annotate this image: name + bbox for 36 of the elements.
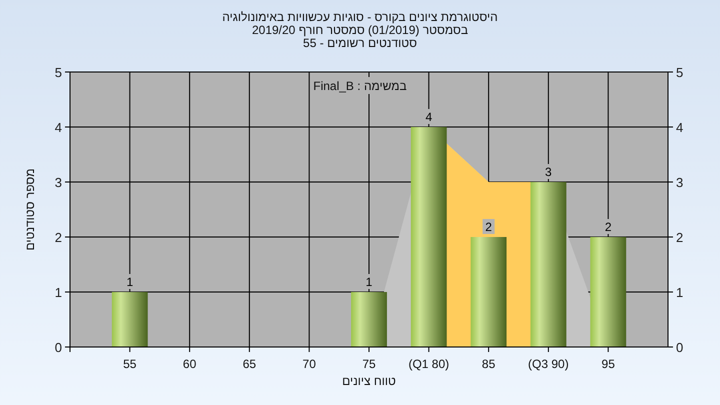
x-tick-label: 65 <box>242 357 256 371</box>
y2-tick-label: 3 <box>676 175 684 190</box>
y-tick-label: 1 <box>54 285 62 300</box>
x-tick-label: (Q3 90) <box>528 357 569 371</box>
y-tick-label: 5 <box>54 65 62 80</box>
x-tick-label: (Q1 80) <box>408 357 450 371</box>
data-label: 1 <box>366 275 373 289</box>
bar <box>590 237 626 347</box>
x-tick-label: 60 <box>182 357 197 371</box>
y2-tick-label: 5 <box>676 65 684 80</box>
bar <box>470 237 507 347</box>
x-tick-label: 70 <box>302 357 316 371</box>
x-tick-label: 75 <box>362 357 376 371</box>
chart-title: היסטוגרמת ציונים בקורס - סוגיות עכשוויות באימונולוגיה <box>222 10 498 24</box>
bar <box>351 292 387 347</box>
y-tick-label: 2 <box>54 230 62 245</box>
annotation: במשימה : Final_B <box>313 79 407 93</box>
data-label: 1 <box>126 275 134 289</box>
y2-tick-label: 2 <box>676 230 684 245</box>
x-tick-label: 55 <box>123 357 137 371</box>
chart-subtitle: בסמסטר (01/2019) סמסטר חורף 2019/20 סטודנטים רשומים - 55 <box>252 23 468 50</box>
x-tick-label: 85 <box>482 357 496 371</box>
x-axis-title: טווח ציונים <box>342 374 396 388</box>
data-label: 2 <box>604 220 612 234</box>
y-tick-label: 0 <box>54 340 62 355</box>
y-tick-label: 4 <box>54 120 62 135</box>
y-axis-title: מספר סטודנטים <box>23 168 37 251</box>
y2-tick-label: 1 <box>676 285 684 300</box>
bar <box>112 292 148 347</box>
x-tick-label: 95 <box>602 357 616 371</box>
y-tick-label: 3 <box>54 175 62 190</box>
y2-tick-label: 4 <box>676 120 684 135</box>
data-label: 2 <box>485 220 492 234</box>
data-label: 3 <box>545 165 552 179</box>
data-label: 4 <box>425 110 432 124</box>
y2-tick-label: 0 <box>676 340 684 355</box>
